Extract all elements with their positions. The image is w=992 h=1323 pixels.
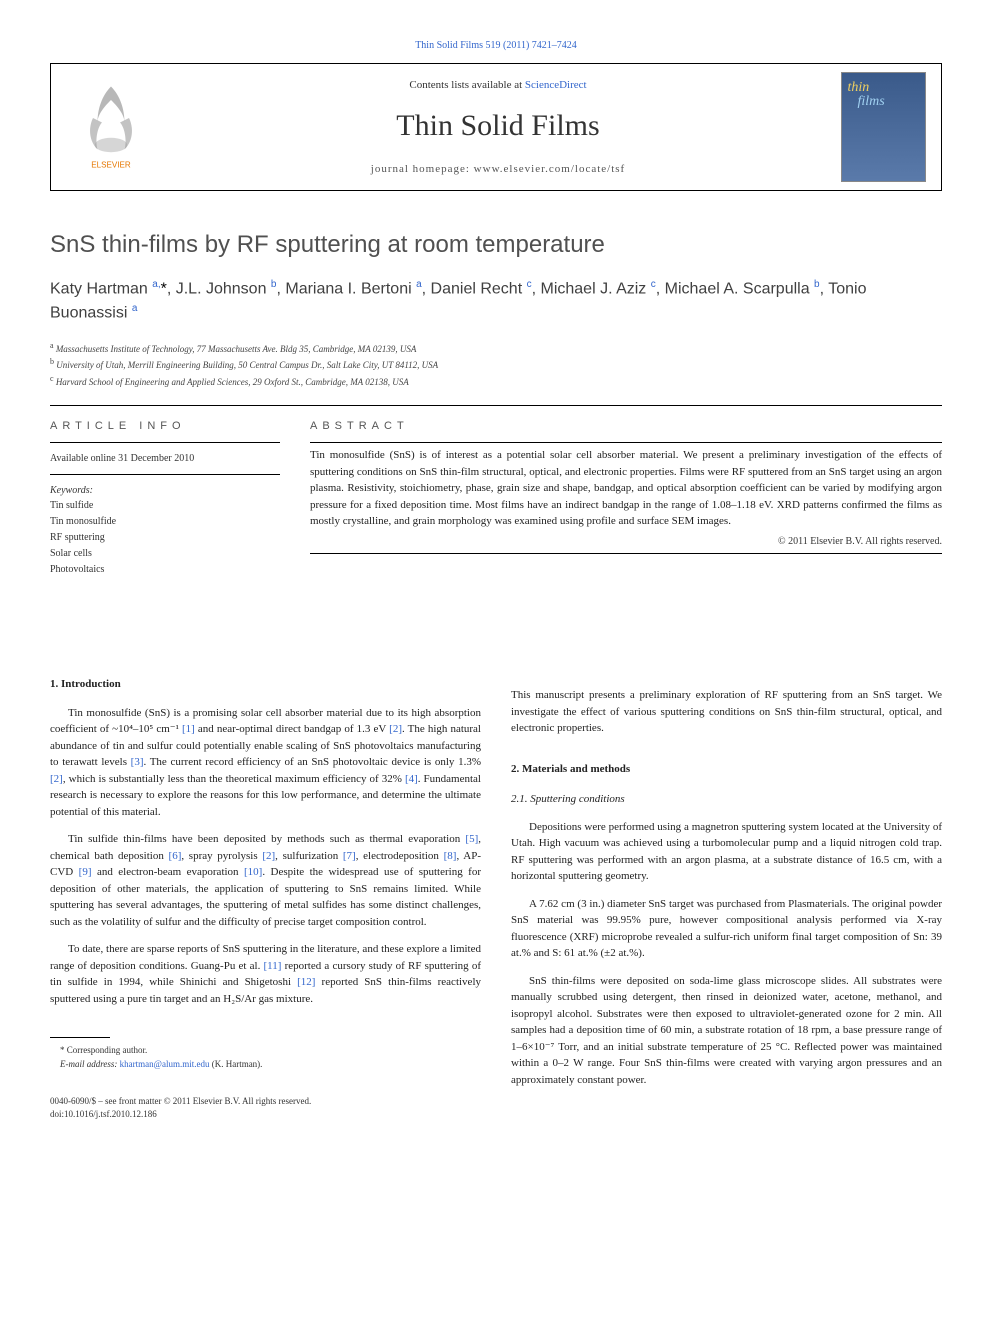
footnote-divider xyxy=(50,1037,110,1038)
ref-link[interactable]: [5] xyxy=(465,833,478,845)
keywords-list: Tin sulfide Tin monosulfide RF sputterin… xyxy=(50,498,280,578)
abstract-column: ABSTRACT Tin monosulfide (SnS) is of int… xyxy=(310,406,942,586)
keyword-item: Solar cells xyxy=(50,546,280,562)
doi-line: doi:10.1016/j.tsf.2010.12.186 xyxy=(50,1108,481,1121)
ref-link[interactable]: [2] xyxy=(50,773,63,785)
body-columns: 1. Introduction Tin monosulfide (SnS) is… xyxy=(50,676,942,1120)
keyword-item: Tin monosulfide xyxy=(50,514,280,530)
article-title: SnS thin-films by RF sputtering at room … xyxy=(50,231,942,259)
issn-line: 0040-6090/$ – see front matter © 2011 El… xyxy=(50,1095,481,1108)
body-column-right: This manuscript presents a preliminary e… xyxy=(511,676,942,1120)
bottom-info: 0040-6090/$ – see front matter © 2011 El… xyxy=(50,1095,481,1120)
article-info-label: ARTICLE INFO xyxy=(50,406,280,442)
section-1-heading: 1. Introduction xyxy=(50,676,481,693)
affiliation-c: c Harvard School of Engineering and Appl… xyxy=(50,373,942,390)
abstract-copyright: © 2011 Elsevier B.V. All rights reserved… xyxy=(310,536,942,547)
intro-continuation: This manuscript presents a preliminary e… xyxy=(511,687,942,737)
ref-link[interactable]: [10] xyxy=(244,866,262,878)
email-footnote: E-mail address: khartman@alum.mit.edu (K… xyxy=(50,1058,481,1072)
intro-p3: To date, there are sparse reports of SnS… xyxy=(50,941,481,1007)
journal-homepage: journal homepage: www.elsevier.com/locat… xyxy=(191,163,805,175)
keyword-item: Photovoltaics xyxy=(50,562,280,578)
ref-link[interactable]: [12] xyxy=(297,976,315,988)
top-citation-link[interactable]: Thin Solid Films 519 (2011) 7421–7424 xyxy=(50,40,942,51)
affiliation-b: b University of Utah, Merrill Engineerin… xyxy=(50,356,942,373)
email-label: E-mail address: xyxy=(60,1059,120,1069)
ref-link[interactable]: [3] xyxy=(131,756,144,768)
corresponding-author: * Corresponding author. xyxy=(50,1044,481,1058)
ref-link[interactable]: [9] xyxy=(79,866,92,878)
info-abstract-row: ARTICLE INFO Available online 31 Decembe… xyxy=(50,406,942,586)
affiliation-a: a Massachusetts Institute of Technology,… xyxy=(50,340,942,357)
methods-p3: SnS thin-films were deposited on soda-li… xyxy=(511,973,942,1089)
cover-text-thin: thin xyxy=(848,81,919,95)
journal-header: ELSEVIER Contents lists available at Sci… xyxy=(50,63,942,191)
keyword-item: Tin sulfide xyxy=(50,498,280,514)
header-center: Contents lists available at ScienceDirec… xyxy=(171,64,825,190)
ref-link[interactable]: [11] xyxy=(264,960,282,972)
keywords-block: Keywords: Tin sulfide Tin monosulfide RF… xyxy=(50,475,280,586)
ref-link[interactable]: [4] xyxy=(405,773,418,785)
methods-p2: A 7.62 cm (3 in.) diameter SnS target wa… xyxy=(511,896,942,962)
ref-link[interactable]: [2] xyxy=(262,850,275,862)
authors-list: Katy Hartman a,*, J.L. Johnson b, Marian… xyxy=(50,277,942,326)
methods-p1: Depositions were performed using a magne… xyxy=(511,819,942,885)
journal-name: Thin Solid Films xyxy=(191,109,805,143)
affiliations: a Massachusetts Institute of Technology,… xyxy=(50,340,942,390)
abstract-divider-bottom xyxy=(310,553,942,554)
keywords-label: Keywords: xyxy=(50,483,280,498)
ref-link[interactable]: [2] xyxy=(389,723,402,735)
sciencedirect-link[interactable]: ScienceDirect xyxy=(525,79,587,91)
ref-link[interactable]: [7] xyxy=(343,850,356,862)
contents-line: Contents lists available at ScienceDirec… xyxy=(191,79,805,91)
article-info-column: ARTICLE INFO Available online 31 Decembe… xyxy=(50,406,280,586)
intro-p2: Tin sulfide thin-films have been deposit… xyxy=(50,831,481,930)
keyword-item: RF sputtering xyxy=(50,530,280,546)
contents-prefix: Contents lists available at xyxy=(409,79,524,91)
email-link[interactable]: khartman@alum.mit.edu xyxy=(120,1059,210,1069)
ref-link[interactable]: [8] xyxy=(444,850,457,862)
section-2-1-heading: 2.1. Sputtering conditions xyxy=(511,791,942,808)
intro-p1: Tin monosulfide (SnS) is a promising sol… xyxy=(50,705,481,821)
page-container: Thin Solid Films 519 (2011) 7421–7424 EL… xyxy=(0,0,992,1160)
ref-link[interactable]: [1] xyxy=(182,723,195,735)
svg-text:ELSEVIER: ELSEVIER xyxy=(91,161,131,170)
cover-text-films: films xyxy=(858,95,919,109)
available-online: Available online 31 December 2010 xyxy=(50,443,280,474)
cover-thumbnail: thin films xyxy=(841,72,926,182)
section-2-heading: 2. Materials and methods xyxy=(511,761,942,778)
body-column-left: 1. Introduction Tin monosulfide (SnS) is… xyxy=(50,676,481,1120)
ref-link[interactable]: [6] xyxy=(169,850,182,862)
email-suffix: (K. Hartman). xyxy=(209,1059,262,1069)
abstract-text: Tin monosulfide (SnS) is of interest as … xyxy=(310,443,942,530)
journal-cover: thin films xyxy=(825,64,941,190)
abstract-label: ABSTRACT xyxy=(310,406,942,442)
elsevier-logo: ELSEVIER xyxy=(51,64,171,190)
